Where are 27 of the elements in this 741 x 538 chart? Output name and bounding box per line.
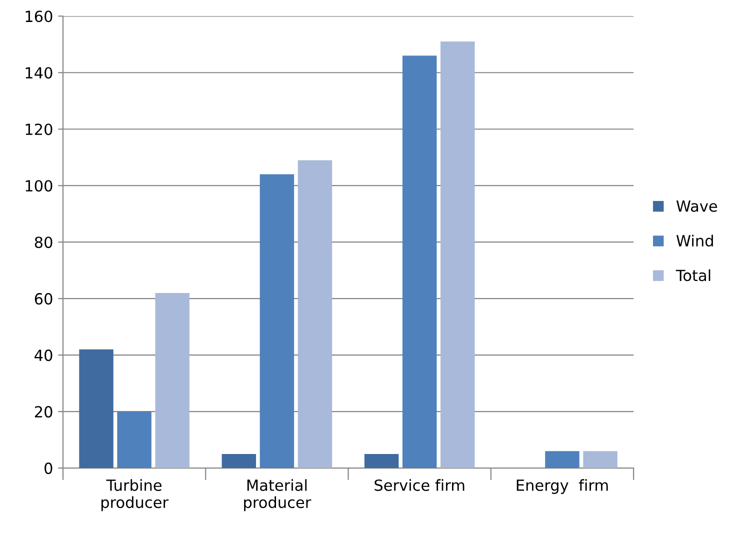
y-tick-label: 100: [26, 180, 52, 192]
bar: [117, 412, 152, 468]
y-tick-label: 40: [34, 350, 52, 362]
legend-label: Total: [676, 269, 710, 282]
bar: [298, 160, 332, 468]
x-tick-label: Energy firm: [516, 479, 608, 494]
y-tick-label: 0: [44, 462, 52, 474]
x-tick-label: Service firm: [374, 479, 464, 491]
y-tick-label: 140: [26, 67, 52, 79]
bar: [155, 292, 190, 468]
bar: [260, 174, 294, 468]
x-tick-label: Turbine producer: [101, 479, 169, 512]
bar: [545, 451, 580, 468]
bar: [402, 56, 437, 468]
y-tick-label: 60: [34, 293, 52, 305]
bar: [364, 454, 399, 468]
bar: [583, 451, 618, 468]
bar: [440, 42, 475, 468]
legend-label: Wave: [676, 200, 718, 212]
y-tick-label: 120: [26, 124, 52, 136]
bar: [222, 454, 256, 468]
y-tick-label: 160: [26, 10, 52, 22]
y-tick-label: 20: [34, 406, 52, 418]
bar: [79, 349, 114, 468]
x-tick-label: Material producer: [244, 479, 312, 512]
y-tick-label: 80: [34, 236, 52, 248]
legend-label: Wind: [676, 234, 713, 247]
